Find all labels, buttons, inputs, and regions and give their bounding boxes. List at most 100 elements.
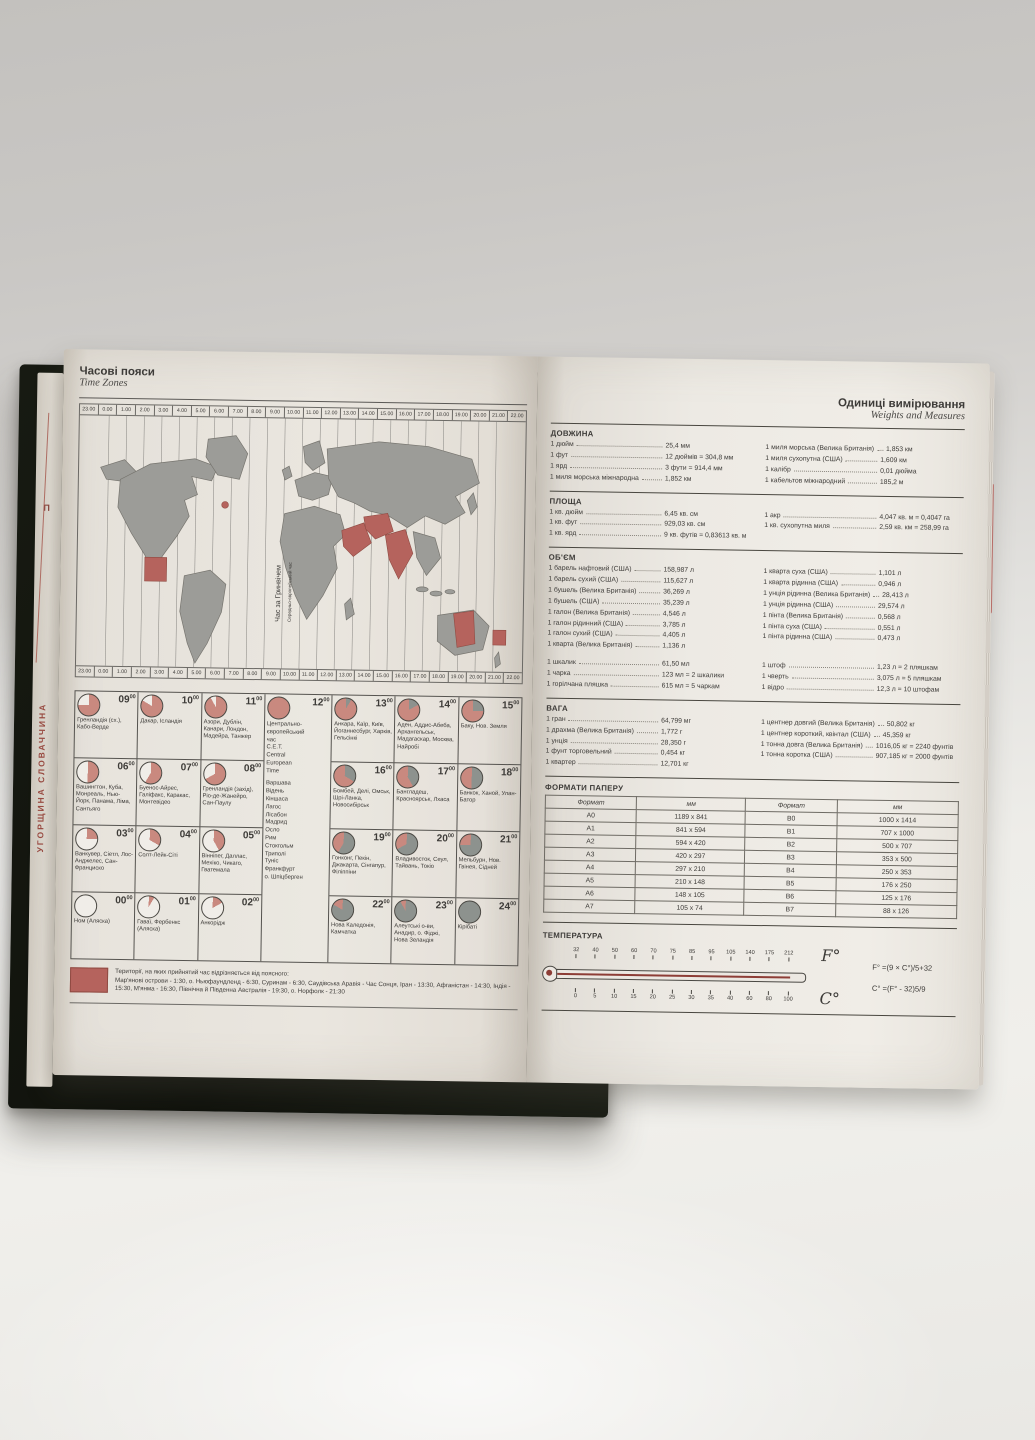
f-tick: 60 [624, 948, 643, 960]
page-edge-red-mark [987, 483, 994, 614]
unit-value: 12,701 кг [660, 760, 689, 769]
unit-label: 1 кв. дюйм [549, 508, 584, 516]
clock-time: 1600 [374, 765, 392, 777]
unit-label: 1 кв. сухопутна миля [764, 522, 830, 531]
c-tick: 30 [682, 990, 701, 1001]
clock-pie-icon [76, 760, 100, 784]
clock-pie-icon [459, 766, 484, 790]
hour-label: 3.00 [150, 667, 170, 678]
timezone-clock-cell: 1000 Дакар, Ісландія [137, 692, 202, 761]
dotted-leader [636, 726, 659, 734]
dotted-leader [580, 518, 662, 526]
unit-label: 1 унція [545, 737, 568, 745]
fahrenheit-symbol: F° [821, 946, 841, 966]
unit-label: 1 калібр [765, 465, 791, 474]
continents [100, 435, 501, 669]
dotted-leader [836, 601, 876, 608]
clock-pie-icon [138, 828, 162, 852]
dotted-leader [610, 680, 659, 688]
section-title: ТЕМПЕРАТУРА [542, 930, 603, 941]
clock-pie-icon [202, 762, 226, 786]
clock-time: 1900 [373, 832, 391, 844]
dotted-leader [877, 444, 884, 451]
unit-row: 1 кабельтов міжнародний 185,2 м [765, 476, 964, 490]
section-temperature: ТЕМПЕРАТУРА 32 40 50 60 70 75 85 95 105 140 175 212… [541, 922, 957, 1018]
clock-pie-icon [73, 894, 98, 918]
hour-label: 23.00 [75, 666, 95, 677]
formula-c: C° =(F° - 32)5/9 [871, 983, 926, 994]
unit-label: 1 відро [761, 683, 785, 692]
clock-time: 0300 [116, 828, 134, 840]
dotted-leader [835, 633, 875, 641]
hour-label: 1.00 [117, 404, 136, 416]
clock-time: 0200 [241, 897, 260, 909]
unit-value: 2,59 кв. км = 258,99 га [879, 524, 949, 533]
timezone-clock-cell: 0400 Солт-Лейк-Сіті [135, 826, 199, 895]
dotted-leader [578, 758, 658, 766]
clock-cities: Владивосток, Сеул, Тайвань, Токіо [395, 856, 449, 871]
unit-label: 1 кварта (Велика Британія) [547, 640, 633, 650]
dotted-leader [873, 730, 880, 737]
clock-pie-icon [75, 827, 99, 851]
paper-format-table: Формат мм Формат мм A0 1189 x 841 B0 100 [543, 795, 959, 919]
c-tick: 100 [778, 991, 797, 1003]
f-tick: 85 [682, 949, 701, 961]
unit-label: 1 фут [550, 451, 569, 459]
clock-pie-icon [333, 764, 357, 788]
hour-label: 2.00 [131, 667, 151, 678]
clock-time: 1500 [501, 700, 520, 712]
dotted-leader [788, 661, 875, 669]
clock-cities: Бомбей, Делі, Омськ, Шрі-Ланка, Новосибі… [332, 788, 391, 810]
c-tick: 60 [740, 990, 759, 1002]
hour-label: 4.00 [173, 405, 192, 417]
hour-label: 11.00 [299, 669, 319, 681]
clock-cities: Анкара, Каїр, Київ, Йоганнесбург, Харків… [333, 721, 392, 743]
clock-cities: Алеутські о-ви, Анадир, о. Фіджі, Нова З… [394, 923, 440, 945]
clock-time: 0800 [243, 763, 262, 775]
clock-pie-icon [266, 696, 291, 720]
legend-color-swatch [69, 967, 109, 993]
dotted-leader [579, 529, 662, 537]
page-header: Одиниці вимірювання Weights and Measures [551, 393, 965, 422]
hour-label: 13.00 [340, 408, 360, 419]
timezone-clock-cell: 0700 Буенос-Айрес, Галіфакс, Каракас, Мо… [136, 759, 201, 828]
clock-cities: Бангладеш, Красноярськ, Лхаса [396, 789, 450, 804]
clock-time: 0700 [180, 762, 199, 774]
hour-label: 21.00 [485, 672, 505, 683]
clock-pie-icon [200, 896, 224, 920]
clock-time: 2200 [372, 899, 390, 911]
unit-row: 1 квартер 12,701 кг [545, 758, 744, 772]
clock-pie-icon [203, 695, 228, 719]
hour-label: 7.00 [224, 668, 244, 679]
hour-label: 22.00 [510, 413, 524, 420]
clock-column: 1100 Азори, Дублін, Канари, Лондон, Маде… [197, 693, 266, 962]
open-book: П УГОРЩИНА СЛОВАЧЧИНА Часові пояси Time … [7, 349, 994, 1118]
clock-time: 1800 [500, 767, 519, 779]
f-tick: 70 [644, 948, 663, 960]
c-tick: 40 [720, 990, 739, 1002]
unit-row: 1 миля морська міжнародна 1,852 км [550, 472, 749, 486]
hour-label: 18.00 [433, 409, 453, 421]
hour-label: 19.00 [448, 672, 468, 683]
f-tick: 212 [779, 950, 798, 962]
cet-line: о. Шпіцберген [264, 874, 303, 881]
edge-letter: П [43, 502, 50, 513]
dotted-leader [835, 751, 873, 759]
c-tick: 25 [662, 989, 681, 1001]
dotted-leader [841, 579, 876, 586]
hour-label: 8.00 [247, 406, 267, 418]
timezone-clock-cell: 1300 Анкара, Каїр, Київ, Йоганнесбург, Х… [331, 695, 395, 764]
clock-pie-icon [334, 697, 358, 721]
format-b: B7 [743, 902, 836, 917]
section-length: ДОВЖИНА 1 дюйм 25,4 мм 1 фут 12 дюймів = 30… [549, 423, 965, 498]
clock-time: 0400 [179, 829, 197, 841]
dotted-leader [783, 510, 877, 519]
dotted-leader [573, 669, 659, 677]
dotted-leader [793, 465, 878, 473]
clock-column: 1300 Анкара, Каїр, Київ, Йоганнесбург, Х… [328, 695, 396, 964]
format-a: A7 [543, 899, 636, 914]
c-tick: 0 [566, 988, 585, 999]
timezone-map-block: 23.00 0.00 1.00 2.00 3.00 4.00 5.00 6.00 7.00 8.0… [74, 403, 528, 685]
hour-label: 9.00 [266, 407, 285, 418]
